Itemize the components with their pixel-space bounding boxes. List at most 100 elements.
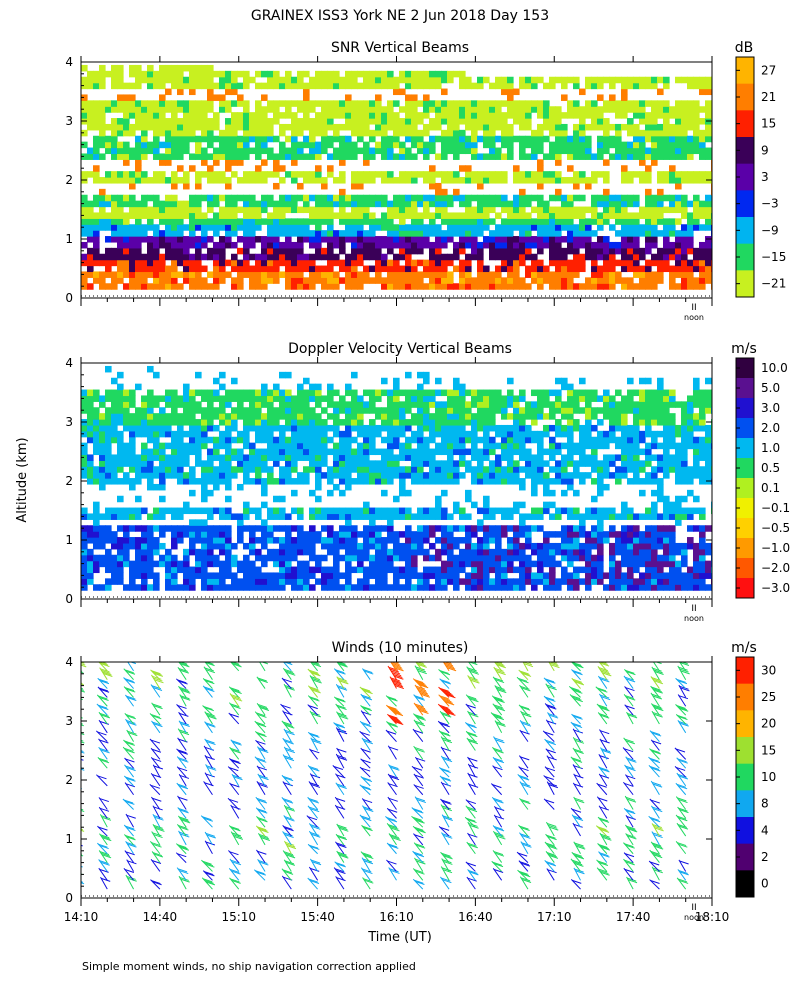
doppler-heat-cell	[129, 419, 136, 426]
snr-heat-cell	[351, 100, 358, 107]
doppler-heat-cell	[567, 454, 574, 461]
doppler-heat-cell	[483, 578, 490, 585]
doppler-heat-cell	[549, 424, 556, 432]
doppler-heat-cell	[549, 401, 556, 408]
snr-heat-cell	[93, 177, 100, 184]
snr-heat-cell	[135, 106, 142, 113]
snr-heat-cell	[129, 212, 136, 219]
snr-heat-cell	[645, 165, 652, 172]
snr-heat-cell	[429, 165, 436, 172]
snr-heat-cell	[261, 147, 268, 155]
snr-heat-cell	[405, 265, 412, 273]
doppler-heat-cell	[393, 383, 400, 391]
doppler-heat-cell	[243, 554, 250, 562]
snr-heat-cell	[675, 141, 682, 149]
doppler-heat-cell	[525, 578, 532, 585]
doppler-heat-cell	[477, 554, 484, 562]
snr-heat-cell	[651, 253, 658, 261]
snr-heat-cell	[567, 165, 574, 172]
doppler-heat-cell	[153, 578, 160, 585]
snr-heat-cell	[249, 112, 256, 119]
doppler-heat-cell	[537, 460, 544, 467]
snr-heat-cell	[249, 147, 256, 155]
doppler-heat-cell	[273, 548, 280, 556]
doppler-heat-cell	[237, 578, 244, 585]
doppler-heat-cell	[387, 554, 394, 562]
snr-heat-cell	[153, 253, 160, 261]
snr-heat-cell	[411, 259, 418, 267]
doppler-heat-cell	[231, 513, 238, 520]
doppler-heat-cell	[369, 424, 376, 432]
doppler-heat-cell	[441, 513, 448, 520]
snr-heat-cell	[393, 76, 400, 84]
snr-heat-cell	[633, 212, 640, 219]
doppler-heat-cell	[255, 572, 262, 579]
doppler-heat-cell	[237, 454, 244, 461]
snr-heat-cell	[471, 277, 478, 284]
snr-heat-cell	[393, 141, 400, 149]
snr-heat-cell	[279, 147, 286, 155]
snr-heat-cell	[351, 123, 358, 131]
snr-heat-cell	[219, 241, 226, 249]
doppler-heat-cell	[459, 430, 466, 438]
snr-heat-cell	[633, 224, 640, 231]
snr-heat-cell	[261, 271, 268, 278]
doppler-heat-cell	[453, 395, 460, 402]
snr-heat-cell	[81, 206, 88, 214]
snr-heat-cell	[705, 271, 712, 278]
doppler-heat-cell	[327, 401, 334, 408]
doppler-heat-cell	[267, 578, 274, 585]
snr-heat-cell	[105, 265, 112, 273]
doppler-heat-cell	[405, 436, 412, 444]
snr-heat-cell	[189, 253, 196, 261]
snr-heat-cell	[513, 194, 520, 202]
snr-heat-cell	[159, 70, 166, 78]
snr-heat-cell	[213, 218, 220, 225]
doppler-heat-cell	[249, 448, 256, 456]
snr-heat-cell	[249, 123, 256, 131]
snr-heat-cell	[417, 135, 424, 143]
doppler-heat-cell	[153, 454, 160, 461]
doppler-heat-cell	[513, 548, 520, 556]
snr-heat-cell	[555, 265, 562, 273]
snr-heat-cell	[123, 94, 130, 101]
snr-heat-cell	[531, 141, 538, 149]
snr-heat-cell	[207, 177, 214, 184]
doppler-heat-cell	[99, 448, 106, 456]
snr-heat-cell	[621, 283, 628, 290]
snr-heat-cell	[537, 171, 544, 178]
snr-heat-cell	[405, 100, 412, 107]
snr-heat-cell	[111, 177, 118, 184]
doppler-heat-cell	[345, 483, 352, 491]
doppler-heat-cell	[351, 584, 358, 591]
doppler-heat-cell	[381, 419, 388, 426]
snr-heat-cell	[195, 253, 202, 261]
doppler-heat-cell	[189, 507, 196, 515]
doppler-heat-cell	[525, 542, 532, 550]
snr-heat-cell	[699, 118, 706, 125]
snr-heat-cell	[429, 247, 436, 255]
snr-heat-cell	[633, 171, 640, 178]
snr-heat-cell	[333, 100, 340, 107]
snr-heat-cell	[249, 177, 256, 184]
snr-heat-cell	[417, 277, 424, 284]
doppler-heat-cell	[81, 442, 88, 450]
snr-heat-cell	[351, 283, 358, 290]
doppler-heat-cell	[549, 413, 556, 420]
doppler-heat-cell	[105, 578, 112, 585]
doppler-heat-cell	[267, 389, 274, 397]
snr-heat-cell	[171, 76, 178, 84]
snr-heat-cell	[645, 112, 652, 119]
snr-heat-cell	[135, 236, 142, 243]
snr-colorbar-label: 3	[761, 170, 769, 184]
doppler-heat-cell	[297, 436, 304, 444]
snr-heat-cell	[201, 283, 208, 290]
doppler-heat-cell	[435, 442, 442, 450]
snr-heat-cell	[597, 200, 604, 208]
snr-heat-cell	[705, 88, 712, 96]
doppler-heat-cell	[105, 566, 112, 574]
snr-heat-cell	[591, 123, 598, 131]
snr-heat-cell	[345, 135, 352, 143]
doppler-heat-cell	[105, 424, 112, 432]
snr-heat-cell	[249, 236, 256, 243]
